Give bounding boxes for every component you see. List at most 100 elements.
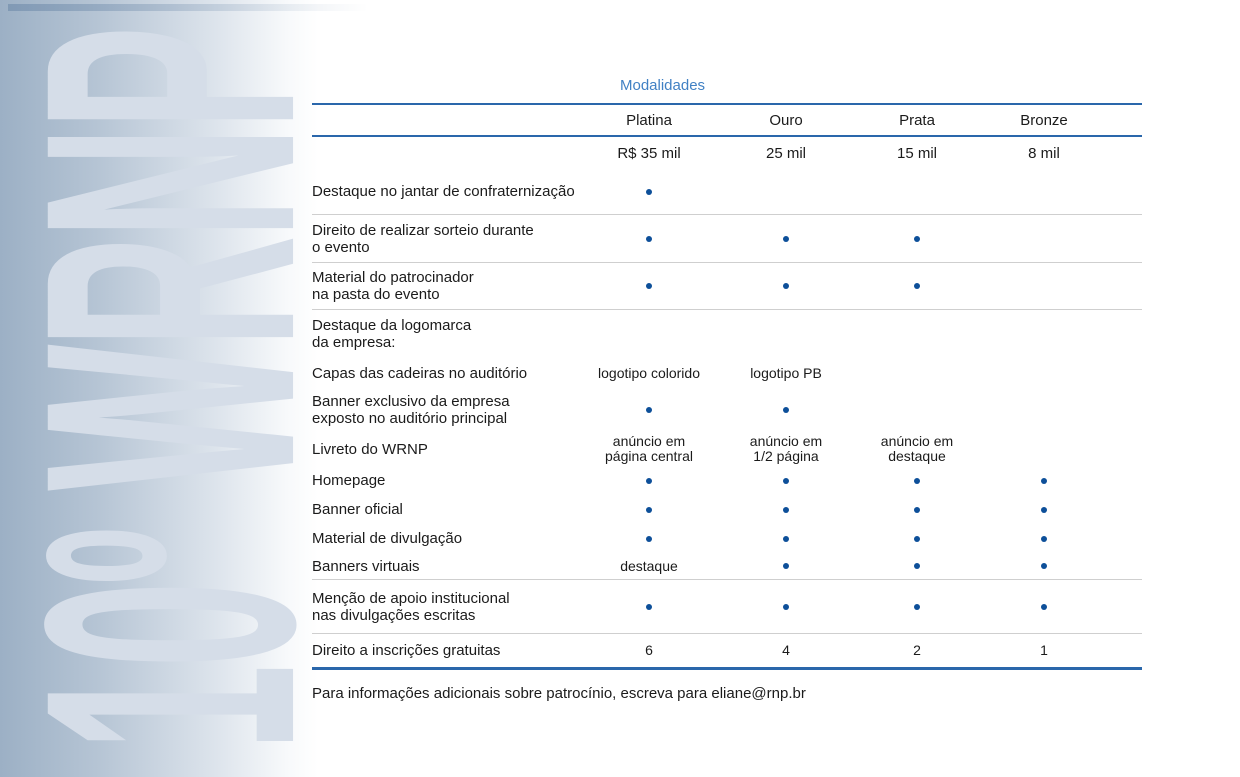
left-gradient-panel <box>0 0 318 777</box>
row-label: Homepage <box>312 472 386 489</box>
top-edge-strip <box>8 4 368 11</box>
sponsorship-table: Modalidades Platina Ouro Prata Bronze R$ 35… <box>312 76 1142 702</box>
inclusion-dot <box>783 506 789 513</box>
benefit-rows: Destaque no jantar de confraternização Di… <box>312 169 1142 670</box>
column-header: Platina <box>626 111 672 129</box>
table-cell <box>580 407 718 413</box>
row-label: Menção de apoio institucional nas divulg… <box>312 589 510 624</box>
inclusion-dot <box>646 407 652 413</box>
header-bottom-rule <box>312 135 1142 137</box>
inclusion-dot <box>1041 477 1047 484</box>
table-cell <box>580 603 718 610</box>
table-cell <box>718 283 854 289</box>
table-cell: 6 <box>645 642 653 658</box>
inclusion-dot <box>914 603 920 610</box>
inclusion-dot <box>914 235 920 242</box>
row-label: Direito de realizar sorteio durante o ev… <box>312 221 534 256</box>
inclusion-dot <box>914 283 920 289</box>
inclusion-dot <box>783 563 789 569</box>
table-row: Material do patrocinador na pasta do eve… <box>312 263 1142 310</box>
table-cell <box>718 563 854 569</box>
table-cell <box>854 506 980 513</box>
table-row: Direito a inscrições gratuitas 6 4 2 1 <box>312 634 1142 670</box>
table-cell: 2 <box>913 642 921 658</box>
table-cell <box>580 506 718 513</box>
event-watermark: 10º WRNP <box>0 29 369 751</box>
inclusion-dot <box>1041 506 1047 513</box>
table-cell <box>718 477 854 484</box>
column-header: Ouro <box>769 111 803 129</box>
column-header: Bronze <box>1020 111 1068 129</box>
row-label: Banner oficial <box>312 501 403 518</box>
inclusion-dot <box>646 603 652 610</box>
inclusion-dot <box>646 477 652 484</box>
table-cell <box>854 283 980 289</box>
table-cell <box>854 563 980 569</box>
inclusion-dot <box>646 506 652 513</box>
table-cell <box>854 477 980 484</box>
row-label: Destaque no jantar de confraternização <box>312 183 575 200</box>
table-cell <box>854 603 980 610</box>
inclusion-dot <box>783 477 789 484</box>
table-row: Capas das cadeiras no auditório logotipo … <box>312 358 1142 388</box>
price-value: 15 mil <box>896 144 937 162</box>
table-cell <box>718 535 854 542</box>
table-cell: anúncio em destaque <box>880 433 954 464</box>
inclusion-dot <box>783 235 789 242</box>
row-label: Material de divulgação <box>312 530 463 547</box>
table-cell <box>718 407 854 413</box>
table-cell <box>580 283 718 289</box>
table-cell: 4 <box>782 642 790 658</box>
inclusion-dot <box>783 283 789 289</box>
table-cell: logotipo colorido <box>598 364 700 381</box>
table-cell <box>718 603 854 610</box>
column-headers: Platina Ouro Prata Bronze <box>312 105 1142 135</box>
table-cell <box>980 563 1108 569</box>
price-row: R$ 35 mil 25 mil 15 mil 8 mil <box>312 137 1142 169</box>
inclusion-dot <box>914 563 920 569</box>
table-cell: logotipo PB <box>750 364 822 381</box>
table-cell <box>980 603 1108 610</box>
table-cell <box>718 506 854 513</box>
row-label: Livreto do WRNP <box>312 440 428 458</box>
inclusion-dot <box>783 603 789 610</box>
inclusion-dot <box>914 535 920 542</box>
header-top-rule <box>312 103 1142 105</box>
inclusion-dot <box>1041 563 1047 569</box>
table-row: Banner exclusivo da empresa exposto no a… <box>312 388 1142 432</box>
column-header: Prata <box>899 111 935 129</box>
table-cell <box>580 535 718 542</box>
table-cell <box>580 188 718 195</box>
table-cell: anúncio em 1/2 página <box>749 433 823 464</box>
table-cell <box>980 535 1108 542</box>
price-value: 8 mil <box>1028 144 1060 162</box>
price-value: R$ 35 mil <box>617 144 681 162</box>
row-label: Capas das cadeiras no auditório <box>312 364 528 382</box>
inclusion-dot <box>783 407 789 413</box>
table-row: Menção de apoio institucional nas divulg… <box>312 580 1142 634</box>
row-label: Banner exclusivo da empresa exposto no a… <box>312 393 510 427</box>
table-row: Homepage <box>312 466 1142 495</box>
table-cell: 1 <box>1040 642 1048 658</box>
footer-contact-note: Para informações adicionais sobre patroc… <box>312 685 806 702</box>
table-cell <box>980 477 1108 484</box>
table-cell <box>580 235 718 242</box>
table-title: Modalidades <box>620 77 706 94</box>
table-cell <box>980 506 1108 513</box>
inclusion-dot <box>646 235 652 242</box>
table-cell <box>854 235 980 242</box>
table-row: Banners virtuais destaque <box>312 553 1142 580</box>
row-label: Banners virtuais <box>312 557 420 575</box>
inclusion-dot <box>1041 603 1047 610</box>
table-row: Destaque da logomarca da empresa: <box>312 310 1142 358</box>
inclusion-dot <box>646 283 652 289</box>
inclusion-dot <box>783 535 789 542</box>
table-cell <box>718 235 854 242</box>
inclusion-dot <box>914 506 920 513</box>
table-row: Banner oficial <box>312 495 1142 524</box>
price-value: 25 mil <box>765 144 806 162</box>
row-label: Direito a inscrições gratuitas <box>312 642 501 659</box>
inclusion-dot <box>646 535 652 542</box>
table-cell <box>580 477 718 484</box>
table-row: Direito de realizar sorteio durante o ev… <box>312 215 1142 263</box>
